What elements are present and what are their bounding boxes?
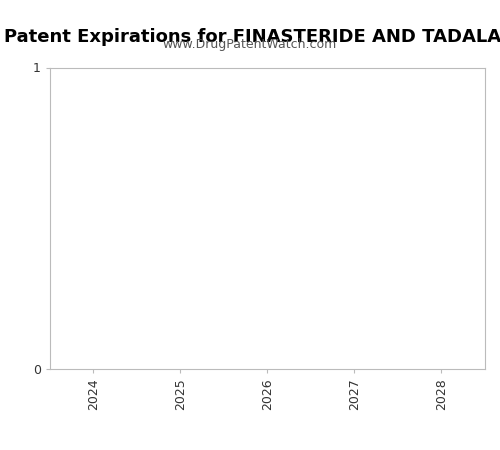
Text: www.DrugPatentWatch.com: www.DrugPatentWatch.com	[163, 38, 337, 51]
Title: Patent Expirations for FINASTERIDE AND TADALAFIL: Patent Expirations for FINASTERIDE AND T…	[4, 28, 500, 46]
